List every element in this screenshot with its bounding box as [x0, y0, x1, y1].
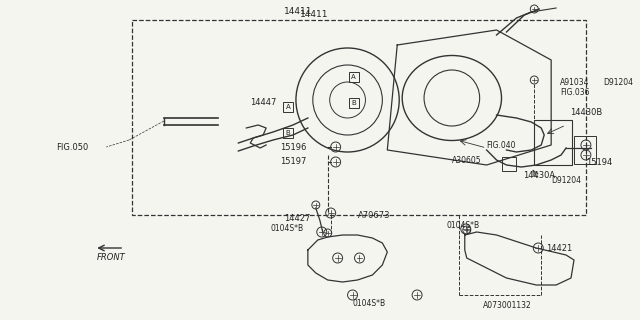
Text: 14421: 14421 [546, 244, 572, 252]
Bar [502, 157, 516, 171]
Bar [574, 136, 596, 164]
Text: FIG.036: FIG.036 [560, 87, 589, 97]
Text: 0104S*B: 0104S*B [270, 223, 303, 233]
Text: 0104S*B: 0104S*B [353, 299, 386, 308]
Text: A: A [285, 104, 291, 110]
Bar [283, 128, 293, 138]
Text: B: B [351, 100, 356, 106]
Text: 14447: 14447 [250, 98, 276, 107]
Text: A: A [351, 74, 356, 80]
Text: 14430A: 14430A [524, 171, 556, 180]
Text: A30605: A30605 [452, 156, 481, 164]
Text: 14430B: 14430B [570, 108, 602, 116]
Bar [132, 20, 586, 215]
Text: A91034: A91034 [560, 77, 589, 86]
Text: D91204: D91204 [603, 77, 633, 86]
Text: 14411: 14411 [300, 10, 328, 19]
Text: FIG.050: FIG.050 [56, 142, 89, 151]
Text: 15197: 15197 [280, 156, 307, 165]
Text: D91204: D91204 [551, 175, 581, 185]
Text: 15194: 15194 [586, 157, 612, 166]
Text: FIG.040: FIG.040 [486, 140, 516, 149]
Text: FRONT: FRONT [97, 253, 125, 262]
Text: B: B [285, 130, 291, 136]
Text: 15196: 15196 [280, 142, 307, 151]
Text: A073001132: A073001132 [483, 300, 531, 309]
Text: 14427: 14427 [284, 213, 310, 222]
Bar [349, 98, 358, 108]
Bar [283, 102, 293, 112]
Text: 14411: 14411 [284, 6, 312, 15]
Bar [349, 72, 358, 82]
Text: 0104S*B: 0104S*B [447, 220, 480, 229]
Text: A70673: A70673 [358, 211, 390, 220]
Bar [534, 120, 572, 165]
